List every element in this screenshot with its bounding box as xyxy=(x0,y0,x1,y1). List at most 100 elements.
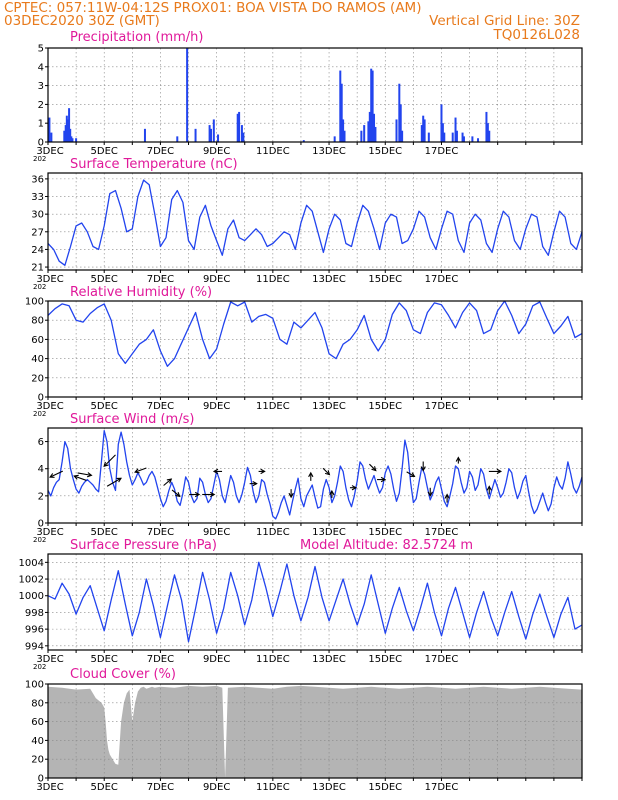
wind-arrow xyxy=(369,463,377,472)
wind-arrow xyxy=(189,491,201,498)
precip-xtick-label: 17DEC xyxy=(425,146,459,157)
cloud-title: Cloud Cover (%) xyxy=(70,667,176,682)
cloud-xtick-label: 7DEC xyxy=(147,782,174,793)
precip-bar xyxy=(343,130,346,142)
rh-xtick-label: 7DEC xyxy=(147,401,174,412)
wind-arrows xyxy=(49,454,503,503)
cloud-ytick-label: 80 xyxy=(31,698,44,709)
wind-ytick-label: 0 xyxy=(38,519,44,530)
wind-xtick-label: 15DEC xyxy=(368,527,402,538)
wind-arrow xyxy=(171,489,181,498)
precip-xtick-label: 5DEC xyxy=(91,146,118,157)
temp-series-line xyxy=(47,179,583,266)
temp-xtick-label: 17DEC xyxy=(425,274,459,285)
precip-bar xyxy=(339,70,342,142)
wind-arrow-head xyxy=(209,491,216,498)
precip-bar xyxy=(454,117,457,142)
precip-bar xyxy=(75,138,78,142)
precip-bar xyxy=(71,138,74,142)
rh-ytick-label: 0 xyxy=(38,393,44,404)
wind-arrow xyxy=(134,467,147,474)
precip-bar xyxy=(420,125,423,142)
wind-arrow-head xyxy=(308,471,314,478)
precip-bar xyxy=(340,83,343,142)
wind-arrow-head xyxy=(252,481,258,487)
wind-arrow-head xyxy=(329,489,335,496)
precip-bar xyxy=(65,115,68,142)
temp-title: Surface Temperature (nC) xyxy=(70,157,238,172)
wind-arrow-shaft xyxy=(49,470,64,478)
wind-xtick-label: 3DEC xyxy=(36,527,63,538)
wind-arrow-shaft xyxy=(77,472,92,476)
pressure-ytick-label: 998 xyxy=(25,608,44,619)
precip-bar xyxy=(371,70,374,142)
cloud-xtick-label: 15DEC xyxy=(368,782,402,793)
wind-arrow-head xyxy=(194,491,201,498)
rh-ytick-label: 80 xyxy=(31,316,44,327)
precip-bar xyxy=(455,130,458,142)
wind-ytick-label: 6 xyxy=(38,437,44,448)
wind-arrow-head xyxy=(212,468,219,475)
temp-ytick-label: 27 xyxy=(31,227,44,238)
cloud-ytick-label: 0 xyxy=(38,774,44,785)
precip-year-label: 202 xyxy=(33,155,46,163)
temp-xtick-label: 7DEC xyxy=(147,274,174,285)
rh-xtick-label: 13DEC xyxy=(312,401,346,412)
precip-bar xyxy=(462,136,465,142)
pressure-ytick-label: 1002 xyxy=(19,575,44,586)
precip-xtick-label: 9DEC xyxy=(203,146,230,157)
wind-arrow xyxy=(212,468,223,475)
rh-panel: Relative Humidity (%) 0 20 40 60 80 100 3DEC 5DE… xyxy=(25,285,583,418)
precip-panel: Precipitation (mm/h) 0 1 2 3 4 5 3DEC 5DEC 7DEC 9D… xyxy=(33,30,583,163)
rh-xtick-label: 5DEC xyxy=(91,401,118,412)
wind-arrow xyxy=(406,471,416,477)
rh-xtick-label: 3DEC xyxy=(36,401,63,412)
cloud-xtick-label: 5DEC xyxy=(91,782,118,793)
cloud-xtick-label: 13DEC xyxy=(312,782,346,793)
pressure-xtick-label: 17DEC xyxy=(425,654,459,665)
rh-frame xyxy=(47,300,583,398)
temp-ytick-label: 24 xyxy=(31,245,44,256)
pressure-xtick-label: 9DEC xyxy=(203,654,230,665)
precip-bar xyxy=(236,113,239,142)
pressure-series-line xyxy=(47,561,583,643)
precip-ytick-label: 0 xyxy=(38,138,44,149)
wind-arrow xyxy=(349,485,358,491)
rh-xtick-label: 11DEC xyxy=(256,401,290,412)
wind-arrow xyxy=(488,468,503,475)
wind-arrow-head xyxy=(116,477,122,483)
wind-arrow xyxy=(77,472,93,478)
wind-xtick-label: 17DEC xyxy=(425,527,459,538)
wind-arrow-shaft xyxy=(322,467,330,475)
precip-bar xyxy=(367,121,370,142)
wind-arrow-head xyxy=(166,478,173,484)
cloud-xtick-label: 3DEC xyxy=(36,782,63,793)
pressure-xtick-label: 15DEC xyxy=(368,654,402,665)
temp-ytick-label: 36 xyxy=(31,174,44,185)
wind-xtick-label: 11DEC xyxy=(256,527,290,538)
precip-ytick-label: 1 xyxy=(38,119,44,130)
precip-bar xyxy=(398,83,401,142)
cloud-cover-area xyxy=(48,685,582,778)
precip-bar xyxy=(68,108,71,142)
wind-arrow-head xyxy=(371,466,377,472)
wind-arrow xyxy=(163,478,173,486)
wind-xtick-label: 5DEC xyxy=(91,527,118,538)
wind-arrow-shaft xyxy=(106,477,122,487)
precip-bar xyxy=(399,104,402,142)
precip-ytick-label: 3 xyxy=(38,81,44,92)
pressure-ytick-label: 1000 xyxy=(19,591,44,602)
wind-arrow-head xyxy=(260,468,266,475)
precip-bar xyxy=(238,111,241,142)
pressure-xtick-label: 11DEC xyxy=(256,654,290,665)
cloud-ytick-label: 60 xyxy=(31,717,44,728)
wind-arrow-head xyxy=(288,492,294,499)
pressure-frame xyxy=(47,553,583,651)
rh-ytick-label: 60 xyxy=(31,335,44,346)
wind-arrow-shaft xyxy=(163,478,172,486)
rh-xtick-label: 9DEC xyxy=(203,401,230,412)
wind-arrow-head xyxy=(134,468,140,474)
wind-xtick-label: 9DEC xyxy=(203,527,230,538)
wind-arrow xyxy=(202,491,216,498)
